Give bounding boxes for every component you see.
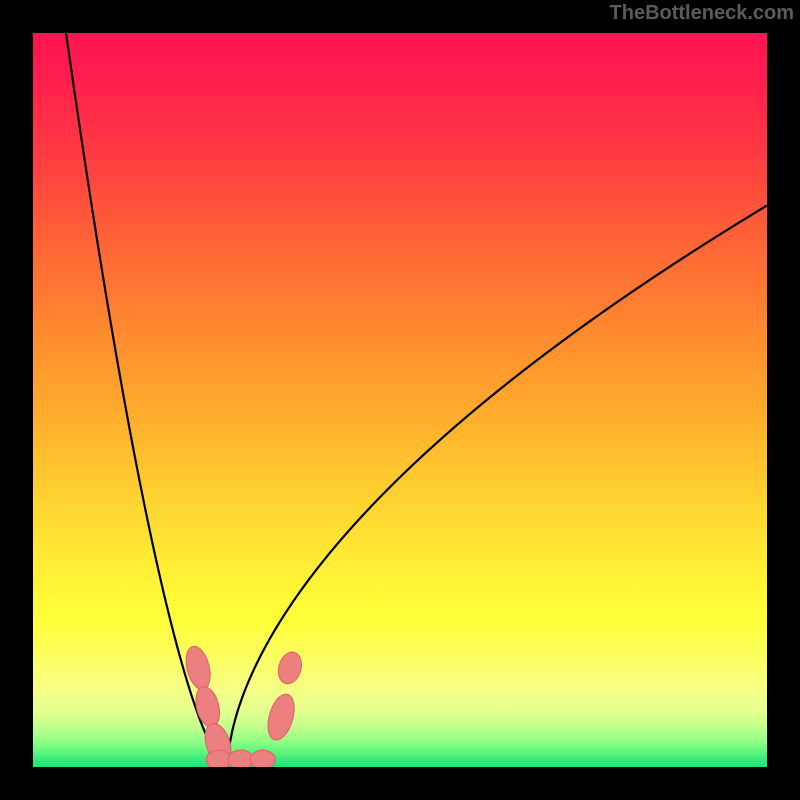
data-marker <box>228 750 253 769</box>
watermark-text: TheBottleneck.com <box>610 2 794 25</box>
data-marker <box>250 750 275 769</box>
chart-container: TheBottleneck.com <box>0 0 800 800</box>
plot-background <box>33 33 767 767</box>
data-marker <box>206 750 231 769</box>
chart-svg <box>0 0 800 800</box>
